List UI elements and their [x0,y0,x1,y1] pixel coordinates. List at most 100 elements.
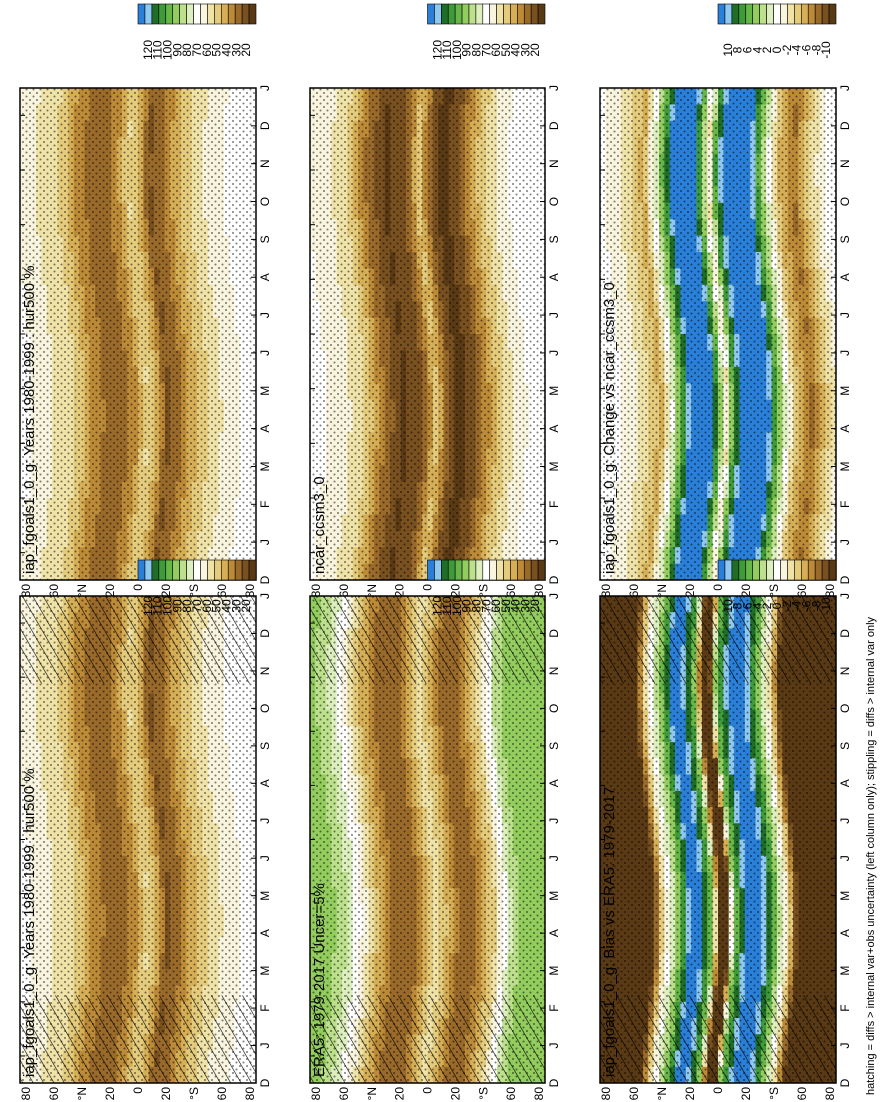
month-tick-label: J [258,312,272,318]
colorbar-swatch [172,3,180,25]
field-p1 [20,596,256,1083]
month-tick-label: O [838,197,852,206]
colorbar-label: 60 [489,43,503,57]
panel-title: iap_fgoals1_0_g: Change vs ncar_ccsm3_0 [601,282,618,574]
colorbar-swatch [787,3,795,25]
month-tick-label: A [838,273,852,281]
month-tick-label: J [258,85,272,91]
stipple-overlay [310,88,545,580]
colorbar-swatch [193,3,201,25]
colorbar-label: 90 [170,43,184,57]
lat-tick-label: 0 [711,584,725,591]
month-tick-label: D [547,575,561,584]
colorbar-label: 8 [731,46,745,53]
colorbar-label: 100 [450,40,464,60]
colorbar-label: 110 [151,40,165,59]
colorbar-label: 6 [741,46,755,53]
colorbar-swatch [821,3,830,25]
colorbar-swatch [530,3,539,25]
lat-tick-label: 20 [683,584,697,598]
colorbar-swatch [200,3,208,25]
stipple-overlay [20,88,256,580]
lat-tick-label: 60 [337,584,351,598]
lat-tick-label: 80 [309,584,323,598]
colorbar-label: 70 [190,43,204,57]
lat-tick-label: °S [767,584,781,597]
colorbar-swatch [794,3,802,25]
colorbar-label: 4 [750,46,764,53]
colorbar-label: -6 [800,44,814,55]
colorbar-label: 80 [180,43,194,57]
colorbar-swatch [144,3,153,25]
lat-tick-label: 80 [532,584,546,598]
colorbar-label: 20 [528,43,542,57]
colorbar-swatch [227,3,236,25]
colorbar-swatch [814,3,823,25]
colorbar-label: 120 [141,40,155,60]
colorbar-swatch [179,3,187,25]
colorbar-label: 80 [469,43,483,57]
month-tick-label: J [838,312,852,318]
colorbar-swatch [248,3,257,25]
colorbar-swatch [137,3,146,25]
month-tick-label: M [258,386,272,396]
month-tick-label: J [547,350,561,356]
colorbar-swatch [447,3,456,25]
month-tick-label: F [547,501,561,508]
colorbar-swatch [489,3,497,25]
colorbar-swatch [241,3,250,25]
colorbar-label: 60 [200,43,214,57]
colorbar-label: -8 [809,44,823,55]
colorbar-swatch [745,3,754,25]
month-tick-label: D [547,121,561,130]
colorbar-label: 100 [161,40,175,60]
month-tick-label: J [258,539,272,545]
month-tick-label: S [838,235,852,243]
colorbar-swatch [434,3,442,25]
colorbar-label: 30 [229,43,243,57]
colorbar-swatch [158,3,167,25]
lat-tick-label: 20 [393,584,407,598]
month-tick-label: M [547,386,561,396]
colorbar-label: 20 [239,43,253,57]
lat-tick-label: 80 [19,584,33,598]
colorbar-swatch [207,3,215,25]
lat-tick-label: 80 [599,584,613,598]
colorbar-swatch [517,3,525,25]
field-p2 [20,88,256,580]
colorbar-label: 40 [509,43,523,57]
lat-tick-label: °S [476,584,490,597]
month-tick-label: S [547,235,561,243]
colorbar-swatch [482,3,491,25]
month-tick-label: O [258,197,272,206]
colorbar-swatch [731,3,740,25]
month-tick-label: S [258,235,272,243]
colorbar-label: 10 [721,43,735,57]
lat-tick-label: 60 [215,584,229,598]
month-tick-label: J [547,539,561,545]
lat-tick-label: °S [187,584,201,597]
colorbar-swatch [537,3,546,25]
lat-tick-label: 80 [243,584,257,598]
month-tick-label: D [838,575,852,584]
colorbar-label: 90 [460,43,474,57]
month-tick-label: N [838,159,852,168]
colorbar-label: -4 [790,44,804,55]
colorbar-swatch [828,3,837,25]
month-tick-label: J [838,350,852,356]
colorbar-swatch [214,3,222,25]
month-tick-label: A [258,273,272,281]
month-tick-label: N [258,159,272,168]
month-tick-label: D [258,121,272,130]
month-tick-label: F [258,501,272,508]
colorbar-swatch [766,3,774,25]
month-tick-label: M [838,386,852,396]
colorbar-label: 120 [430,40,444,60]
colorbar-label: 2 [760,46,774,53]
colorbar-swatch [752,3,760,25]
